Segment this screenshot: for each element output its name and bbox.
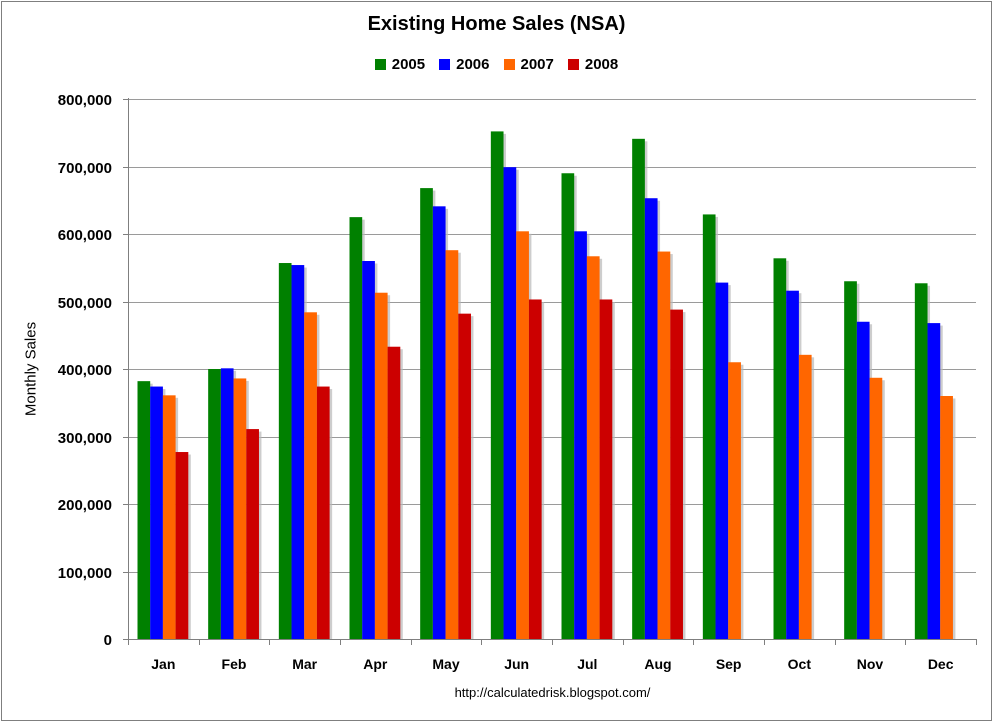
y-tick-label-0: 0 [104, 632, 112, 649]
bar-2005-Aug [632, 138, 645, 639]
x-tick-label-apr: Apr [363, 656, 388, 672]
bar-2006-Jun [503, 167, 517, 640]
bar-2008-Jun [528, 299, 542, 639]
bar-2007-Aug [657, 251, 671, 640]
bar-2005-Mar [278, 263, 292, 639]
legend-swatch-2005 [374, 59, 386, 70]
bar-2007-Apr [374, 292, 388, 639]
bar-2007-Feb [233, 378, 247, 639]
bar-2006-Mar [291, 265, 305, 639]
bar-2006-Dec [927, 323, 941, 639]
bar-2006-Jul [574, 231, 587, 640]
bar-2005-May [420, 188, 433, 639]
bar-2007-May [445, 250, 459, 639]
x-tick-label-oct: Oct [788, 656, 812, 672]
bar-2008-Aug [670, 309, 683, 639]
x-tick-label-jul: Jul [577, 656, 597, 672]
y-tick-label-4: 400,000 [58, 362, 112, 379]
bar-2007-Oct [798, 354, 812, 639]
x-tick-label-jan: Jan [151, 656, 175, 672]
chart-title: Existing Home Sales (NSA) [367, 13, 626, 35]
bar-2008-Jul [599, 299, 613, 639]
bar-2006-Feb [220, 368, 234, 639]
y-tick-label-7: 700,000 [58, 160, 112, 177]
y-tick-label-8: 800,000 [58, 92, 112, 109]
x-tick-label-dec: Dec [928, 656, 954, 672]
bar-2007-Jun [516, 231, 529, 640]
bar-2006-Aug [644, 198, 658, 639]
legend-label-2008: 2008 [584, 56, 619, 73]
bar-2006-Nov [856, 321, 870, 639]
bar-2005-Jul [561, 173, 575, 639]
source-note: http://calculatedrisk.blogspot.com/ [0, 685, 993, 700]
bar-2008-Mar [316, 386, 330, 639]
bar-2007-Mar [304, 312, 317, 639]
y-tick-label-1: 100,000 [58, 565, 112, 582]
legend-swatch-2008 [567, 59, 579, 70]
bar-2006-Apr [362, 261, 375, 639]
y-tick-label-5: 500,000 [58, 295, 112, 312]
bar-2008-Apr [387, 346, 401, 639]
bar-2005-Dec [914, 283, 928, 639]
bar-2005-Apr [349, 217, 363, 639]
x-tick-label-aug: Aug [644, 656, 671, 672]
bar-2006-Jan [150, 386, 163, 639]
x-tick-label-may: May [432, 656, 459, 672]
bar-2005-Jan [137, 381, 151, 639]
bar-2007-Jan [162, 395, 176, 639]
bar-2008-Feb [246, 429, 259, 639]
bar-2005-Nov [844, 281, 857, 639]
source-url: http://calculatedrisk.blogspot.com/ [454, 685, 651, 700]
legend: 2005 2006 2007 2008 [0, 56, 993, 73]
y-tick-label-3: 300,000 [58, 430, 112, 447]
bar-2007-Jul [586, 256, 600, 639]
bar-2006-May [432, 206, 446, 639]
bar-2006-Sep [715, 282, 729, 639]
bar-2006-Oct [786, 290, 799, 639]
bar-2007-Nov [869, 377, 883, 639]
bar-2005-Sep [702, 214, 716, 640]
y-tick-label-2: 200,000 [58, 497, 112, 514]
x-tick-label-sep: Sep [716, 656, 742, 672]
bar-2005-Feb [208, 369, 221, 639]
legend-item-2006: 2006 [439, 56, 490, 73]
x-tick-label-nov: Nov [857, 656, 884, 672]
legend-label-2006: 2006 [456, 56, 490, 73]
legend-label-2007: 2007 [520, 56, 554, 73]
legend-item-2005: 2005 [374, 56, 426, 73]
legend-item-2007: 2007 [503, 56, 554, 73]
bar-2005-Jun [490, 131, 504, 639]
y-tick-label-6: 600,000 [58, 227, 112, 244]
x-tick-label-feb: Feb [222, 656, 247, 672]
x-tick-label-mar: Mar [292, 656, 317, 672]
bar-2007-Sep [728, 362, 741, 639]
legend-label-2005: 2005 [391, 56, 426, 73]
x-tick-label-jun: Jun [504, 656, 529, 672]
bar-2005-Oct [773, 258, 787, 639]
legend-swatch-2006 [439, 59, 451, 70]
bar-2008-Jan [175, 452, 189, 639]
legend-item-2008: 2008 [567, 56, 619, 73]
bar-2007-Dec [940, 396, 953, 639]
legend-swatch-2007 [503, 59, 515, 70]
bar-2008-May [458, 313, 471, 639]
